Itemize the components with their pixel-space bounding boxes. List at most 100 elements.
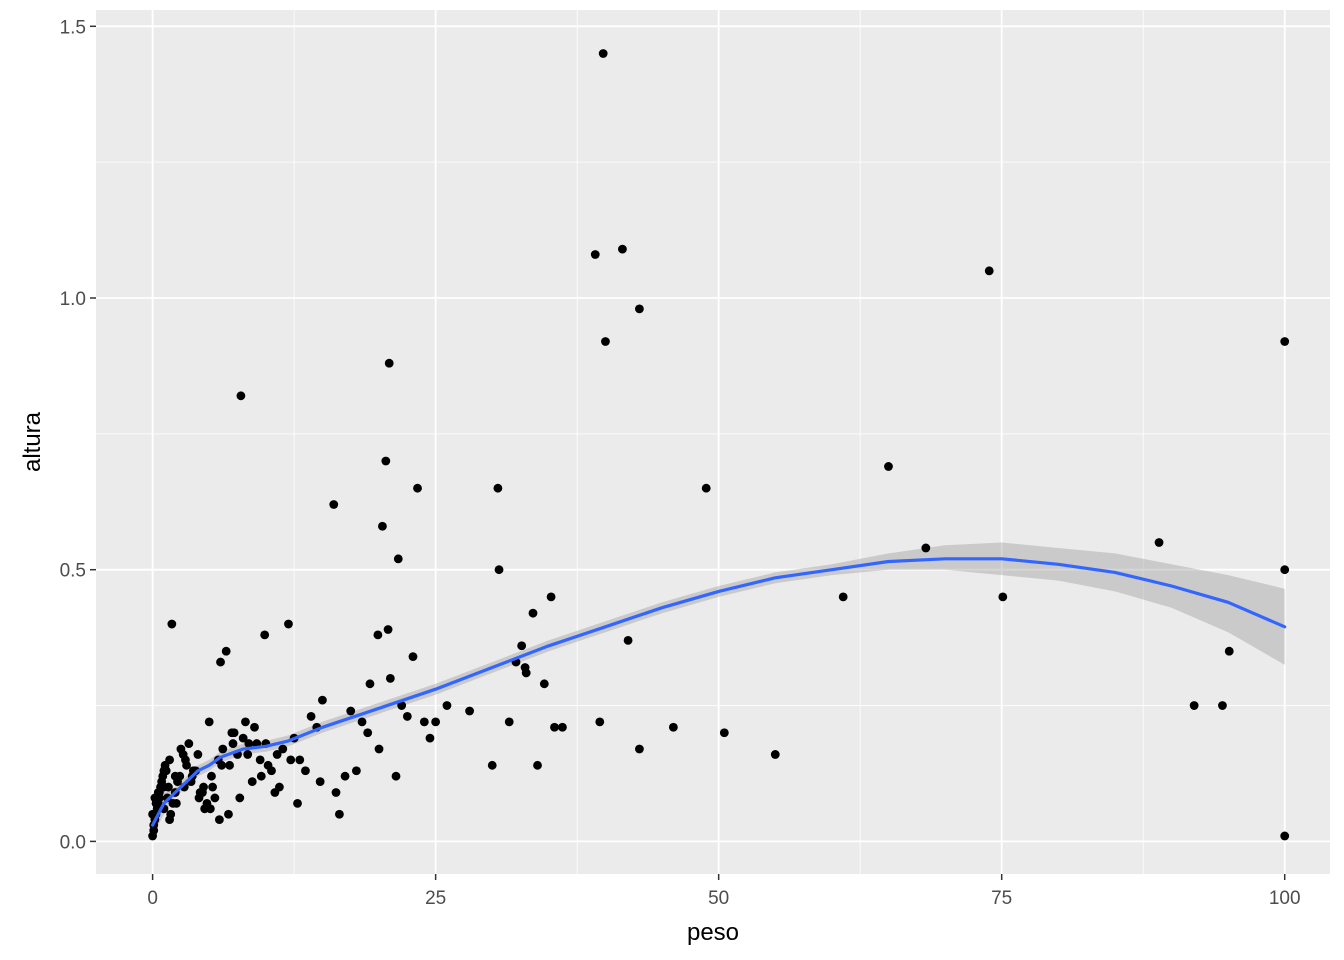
data-point xyxy=(635,744,644,754)
data-point xyxy=(218,744,228,754)
data-point xyxy=(171,798,181,808)
data-point xyxy=(208,782,218,792)
y-tick-label: 0.0 xyxy=(60,832,86,853)
data-point xyxy=(229,728,239,738)
data-point xyxy=(381,456,391,466)
data-point xyxy=(1218,701,1227,710)
data-point xyxy=(984,266,994,276)
data-point xyxy=(413,483,422,493)
data-point xyxy=(1154,538,1164,547)
data-point xyxy=(601,337,610,346)
grid-major xyxy=(96,10,1330,874)
x-tick-label: 25 xyxy=(425,888,446,909)
y-tick-label: 1.5 xyxy=(60,17,86,38)
data-point xyxy=(215,815,224,825)
y-axis-title: altura xyxy=(19,411,46,472)
data-point xyxy=(159,766,169,776)
data-point xyxy=(270,788,280,797)
data-point xyxy=(216,657,225,667)
data-point xyxy=(284,619,293,629)
data-point xyxy=(623,635,633,645)
data-point xyxy=(668,722,678,732)
y-tick-label: 0.5 xyxy=(60,561,86,582)
data-point xyxy=(306,712,316,721)
data-point xyxy=(701,483,711,493)
data-point xyxy=(504,717,514,727)
data-point xyxy=(217,760,227,770)
data-point xyxy=(236,391,246,401)
y-axis: 0.0 0.5 1.0 1.5 xyxy=(60,17,96,853)
data-point xyxy=(255,755,265,765)
data-point xyxy=(425,733,435,743)
data-point xyxy=(263,760,273,770)
data-point xyxy=(175,771,185,781)
data-point xyxy=(318,695,327,705)
data-point xyxy=(167,619,177,629)
data-point xyxy=(618,244,627,254)
data-point xyxy=(365,679,375,689)
data-point xyxy=(487,760,497,770)
data-point xyxy=(998,592,1008,602)
data-point xyxy=(235,793,245,803)
data-point xyxy=(260,630,270,640)
data-point xyxy=(241,717,250,727)
data-point xyxy=(329,500,339,509)
confidence-ribbon xyxy=(152,542,1285,836)
x-tick-label: 100 xyxy=(1269,888,1301,909)
data-point xyxy=(247,777,257,787)
data-point xyxy=(244,739,254,748)
data-point xyxy=(225,760,234,770)
data-point xyxy=(351,766,361,776)
data-point xyxy=(397,701,407,710)
data-point xyxy=(431,717,441,727)
data-point xyxy=(1224,646,1234,656)
data-point xyxy=(207,771,216,781)
data-point xyxy=(228,739,238,748)
data-point xyxy=(331,788,341,797)
data-point xyxy=(165,815,174,825)
data-point xyxy=(154,793,164,803)
data-point xyxy=(770,750,780,759)
data-point xyxy=(528,608,538,618)
data-point xyxy=(1280,337,1290,346)
y-tick-label: 1.0 xyxy=(60,289,86,310)
data-point xyxy=(315,777,325,787)
data-point xyxy=(838,592,848,602)
smooth-line xyxy=(151,557,1287,827)
x-axis: 0 25 50 75 100 xyxy=(147,874,1301,909)
data-point xyxy=(164,782,173,792)
data-point xyxy=(238,733,248,743)
data-point xyxy=(921,543,931,553)
data-point xyxy=(635,304,644,314)
data-point xyxy=(295,755,305,765)
data-point xyxy=(205,804,215,814)
data-point xyxy=(384,358,394,368)
data-point xyxy=(539,679,549,689)
x-tick-label: 75 xyxy=(991,888,1012,909)
data-point xyxy=(374,744,384,754)
data-point xyxy=(494,565,504,575)
data-point xyxy=(1280,565,1290,575)
data-point xyxy=(204,717,214,727)
data-point xyxy=(256,771,266,781)
data-point xyxy=(340,771,350,781)
data-point xyxy=(408,652,418,662)
data-point xyxy=(363,728,373,738)
data-point xyxy=(210,793,220,803)
data-point xyxy=(402,712,412,721)
data-point xyxy=(278,744,288,754)
data-point xyxy=(301,766,310,776)
data-point xyxy=(442,701,452,710)
data-point xyxy=(198,788,207,797)
panel-background xyxy=(96,10,1330,874)
data-point xyxy=(181,755,190,765)
data-point xyxy=(550,722,559,732)
data-point xyxy=(393,554,403,564)
data-point xyxy=(149,826,159,835)
data-point xyxy=(719,728,729,738)
data-point xyxy=(193,750,203,759)
data-point xyxy=(346,706,356,716)
data-point xyxy=(184,739,194,748)
confidence-ribbon-layer xyxy=(152,542,1285,836)
data-point xyxy=(378,521,387,531)
